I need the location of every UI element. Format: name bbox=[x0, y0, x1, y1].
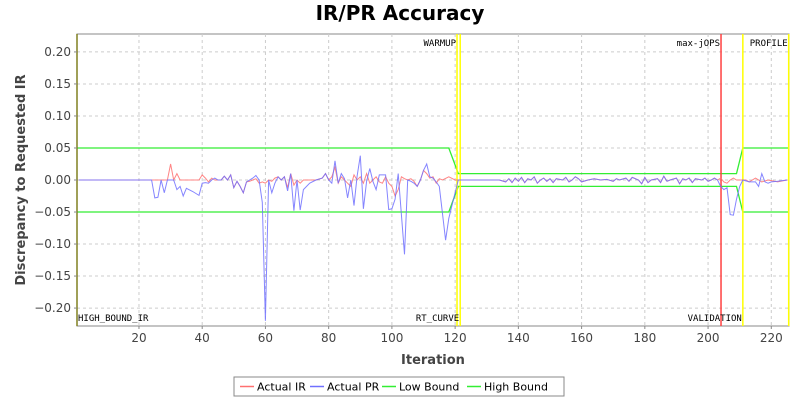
y-tick-label: 0.10 bbox=[44, 109, 71, 123]
marker-label: RT_CURVE bbox=[416, 314, 459, 324]
series-line-low-bound bbox=[77, 185, 789, 213]
y-tick-label: 0.20 bbox=[44, 45, 71, 59]
y-tick-label: 0.00 bbox=[44, 173, 71, 187]
x-tick-label: 100 bbox=[380, 331, 403, 345]
y-tick-label: 0.15 bbox=[44, 77, 71, 91]
x-tick-label: 220 bbox=[760, 331, 783, 345]
x-axis-label: Iteration bbox=[401, 353, 465, 368]
legend-label: High Bound bbox=[484, 381, 548, 394]
y-tick-label: −0.20 bbox=[34, 301, 71, 315]
ticks-layer: 20 40 60 80 100 120 140 160 180 200 220 −0.20 −0.15 −… bbox=[34, 45, 783, 345]
y-tick-label: −0.05 bbox=[34, 205, 71, 219]
marker-label: PROFILE bbox=[750, 39, 788, 49]
bounds-layer bbox=[77, 147, 789, 213]
x-tick-label: 60 bbox=[258, 331, 273, 345]
chart-title: IR/PR Accuracy bbox=[316, 1, 485, 25]
series-layer bbox=[78, 155, 788, 321]
marker-label: WARMUP bbox=[424, 39, 457, 49]
x-tick-label: 40 bbox=[195, 331, 210, 345]
legend: Actual IR Actual PR Low Bound High Bound bbox=[233, 376, 565, 397]
legend-label: Actual PR bbox=[327, 381, 380, 394]
x-tick-label: 20 bbox=[131, 331, 146, 345]
x-tick-label: 140 bbox=[507, 331, 530, 345]
legend-label: Actual IR bbox=[257, 381, 306, 394]
series-line-actual-pr bbox=[78, 155, 788, 321]
y-axis-label: Discrepancy to Requested IR bbox=[14, 74, 29, 285]
x-tick-label: 200 bbox=[697, 331, 720, 345]
x-tick-label: 160 bbox=[570, 331, 593, 345]
legend-label: Low Bound bbox=[399, 381, 459, 394]
legend-box bbox=[233, 376, 565, 397]
y-tick-label: −0.15 bbox=[34, 269, 71, 283]
markers-layer: HIGH_BOUND_IR WARMUP RT_CURVE max-jOPS VALID… bbox=[76, 34, 790, 326]
x-tick-label: 120 bbox=[444, 331, 467, 345]
x-tick-label: 180 bbox=[633, 331, 656, 345]
series-line-high-bound bbox=[77, 147, 789, 175]
y-tick-label: 0.05 bbox=[44, 141, 71, 155]
x-tick-label: 80 bbox=[321, 331, 336, 345]
marker-label: VALIDATION bbox=[688, 314, 742, 324]
marker-label: HIGH_BOUND_IR bbox=[78, 314, 149, 324]
marker-label: max-jOPS bbox=[677, 39, 720, 49]
y-tick-label: −0.10 bbox=[34, 237, 71, 251]
